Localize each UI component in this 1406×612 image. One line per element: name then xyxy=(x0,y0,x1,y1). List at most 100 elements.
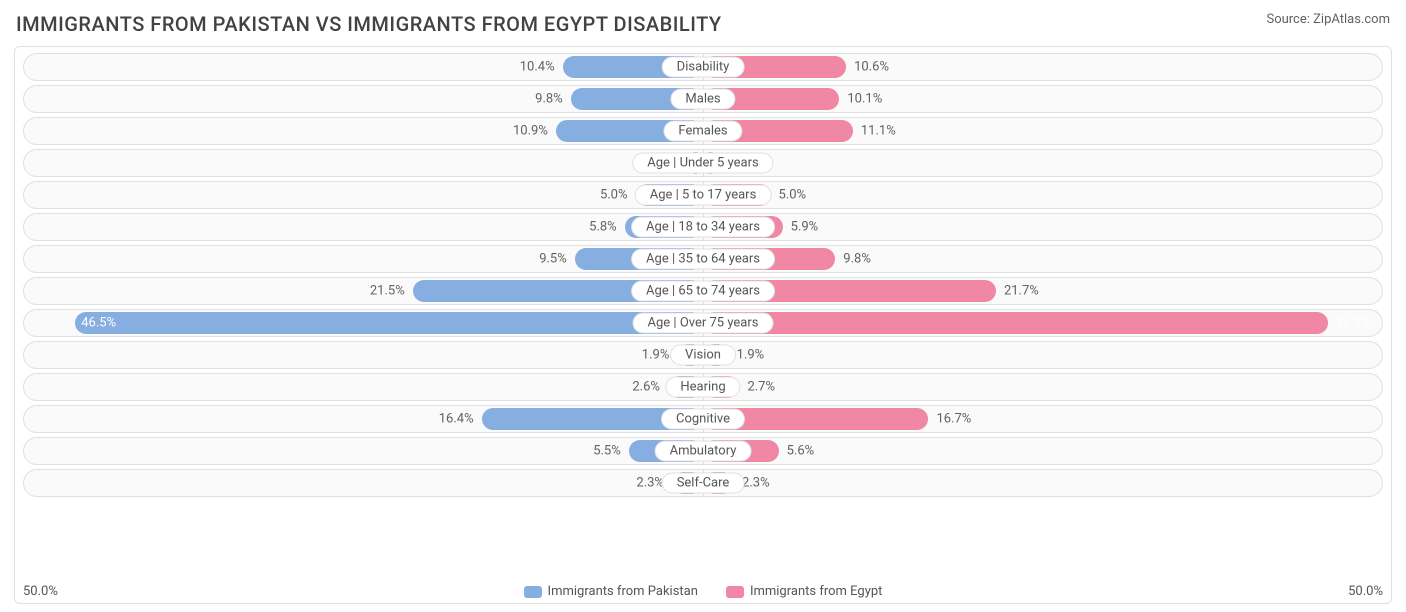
category-pill: Cognitive xyxy=(661,409,745,430)
bar-value-left: 10.9% xyxy=(513,124,548,139)
chart-rows: 10.4%10.6%Disability9.8%10.1%Males10.9%1… xyxy=(23,53,1383,578)
bar-half-right: 2.7% xyxy=(703,376,1378,398)
bar-value-right: 2.7% xyxy=(747,380,775,395)
bar-half-left: 16.4% xyxy=(28,408,703,430)
bar-value-left: 5.0% xyxy=(600,188,628,203)
bar-half-right: 1.9% xyxy=(703,344,1378,366)
legend-swatch-left xyxy=(524,586,542,598)
bar-half-left: 46.5% xyxy=(28,312,703,334)
bar-left: 46.5% xyxy=(75,312,703,334)
category-pill: Females xyxy=(663,121,742,142)
chart-row: 1.1%1.1%Age | Under 5 years xyxy=(23,149,1383,177)
chart-row: 9.8% 10.1% Males xyxy=(23,85,1383,113)
chart-row: 2.6% 2.7% Hearing xyxy=(23,373,1383,401)
legend-swatch-right xyxy=(726,586,744,598)
axis-max-left: 50.0% xyxy=(23,584,58,599)
source-name: ZipAtlas.com xyxy=(1313,12,1390,27)
bar-half-right: 9.8% xyxy=(703,248,1378,270)
chart-row: 5.5% 5.6% Ambulatory xyxy=(23,437,1383,465)
category-pill: Ambulatory xyxy=(655,441,752,462)
bar-value-left: 2.6% xyxy=(632,380,660,395)
category-pill: Age | 65 to 74 years xyxy=(631,281,775,302)
bar-half-right: 11.1% xyxy=(703,120,1378,142)
header: IMMIGRANTS FROM PAKISTAN VS IMMIGRANTS F… xyxy=(14,12,1392,36)
bar-half-left: 1.9% xyxy=(28,344,703,366)
bar-half-left: 5.0% xyxy=(28,184,703,206)
bar-value-right: 16.7% xyxy=(936,412,971,427)
source-prefix: Source: xyxy=(1266,12,1313,27)
bar-value-right: 2.3% xyxy=(742,476,770,491)
bar-half-left: 2.3% xyxy=(28,472,703,494)
chart-row: 46.5%46.3%Age | Over 75 years xyxy=(23,309,1383,337)
bar-value-right: 10.6% xyxy=(854,60,889,75)
bar-half-right: 5.9% xyxy=(703,216,1378,238)
bar-half-left: 5.8% xyxy=(28,216,703,238)
bar-half-right: 21.7% xyxy=(703,280,1378,302)
bar-half-right: 5.6% xyxy=(703,440,1378,462)
bar-half-right: 2.3% xyxy=(703,472,1378,494)
category-pill: Age | 18 to 34 years xyxy=(631,217,775,238)
legend: Immigrants from Pakistan Immigrants from… xyxy=(58,584,1348,599)
bar-value-left: 9.8% xyxy=(535,92,563,107)
axis-max-right: 50.0% xyxy=(1348,584,1383,599)
chart-container: IMMIGRANTS FROM PAKISTAN VS IMMIGRANTS F… xyxy=(0,0,1406,612)
bar-half-left: 10.4% xyxy=(28,56,703,78)
chart-row: 10.4% 10.6% Disability xyxy=(23,53,1383,81)
category-pill: Self-Care xyxy=(662,473,745,494)
category-pill: Hearing xyxy=(665,377,740,398)
bar-half-left: 9.5% xyxy=(28,248,703,270)
bar-half-right: 10.1% xyxy=(703,88,1378,110)
bar-half-left: 10.9% xyxy=(28,120,703,142)
bar-half-right: 5.0% xyxy=(703,184,1378,206)
bar-half-right: 10.6% xyxy=(703,56,1378,78)
category-pill: Males xyxy=(670,89,735,110)
bar-value-right: 9.8% xyxy=(843,252,871,267)
bar-half-right: 16.7% xyxy=(703,408,1378,430)
chart-row: 9.5% 9.8% Age | 35 to 64 years xyxy=(23,245,1383,273)
chart-row: 1.9% 1.9%Vision xyxy=(23,341,1383,369)
bar-value-right: 5.0% xyxy=(779,188,807,203)
bar-value-left: 5.8% xyxy=(589,220,617,235)
bar-value-left: 2.3% xyxy=(636,476,664,491)
bar-value-right: 5.9% xyxy=(791,220,819,235)
bar-right: 46.3% xyxy=(703,312,1328,334)
bar-half-left: 5.5% xyxy=(28,440,703,462)
chart-row: 16.4% 16.7% Cognitive xyxy=(23,405,1383,433)
bar-half-left: 21.5% xyxy=(28,280,703,302)
bar-value-left: 1.9% xyxy=(642,348,670,363)
legend-item-left: Immigrants from Pakistan xyxy=(524,584,698,599)
chart-row: 5.0% 5.0% Age | 5 to 17 years xyxy=(23,181,1383,209)
legend-label-right: Immigrants from Egypt xyxy=(750,584,883,599)
category-pill: Age | Under 5 years xyxy=(632,153,773,174)
bar-value-left: 21.5% xyxy=(370,284,405,299)
bar-value-right: 1.9% xyxy=(737,348,765,363)
chart-row: 2.3% 2.3%Self-Care xyxy=(23,469,1383,497)
category-pill: Age | 5 to 17 years xyxy=(635,185,772,206)
category-pill: Disability xyxy=(662,57,745,78)
legend-item-right: Immigrants from Egypt xyxy=(726,584,883,599)
bar-half-right: 1.1% xyxy=(703,152,1378,174)
bar-value-left: 5.5% xyxy=(593,444,621,459)
category-pill: Vision xyxy=(670,345,736,366)
chart-footer: 50.0% Immigrants from Pakistan Immigrant… xyxy=(23,584,1383,599)
chart-row: 21.5% 21.7% Age | 65 to 74 years xyxy=(23,277,1383,305)
chart-title: IMMIGRANTS FROM PAKISTAN VS IMMIGRANTS F… xyxy=(16,12,722,36)
bar-half-left: 1.1% xyxy=(28,152,703,174)
chart-row: 10.9% 11.1% Females xyxy=(23,117,1383,145)
bar-value-right: 21.7% xyxy=(1004,284,1039,299)
bar-value-left: 16.4% xyxy=(439,412,474,427)
bar-value-left: 9.5% xyxy=(539,252,567,267)
chart-row: 5.8% 5.9% Age | 18 to 34 years xyxy=(23,213,1383,241)
bar-value-right: 10.1% xyxy=(847,92,882,107)
source-attribution: Source: ZipAtlas.com xyxy=(1266,12,1390,27)
bar-half-right: 46.3% xyxy=(703,312,1378,334)
bar-half-left: 9.8% xyxy=(28,88,703,110)
category-pill: Age | Over 75 years xyxy=(633,313,774,334)
bar-value-left: 10.4% xyxy=(520,60,555,75)
legend-label-left: Immigrants from Pakistan xyxy=(548,584,698,599)
bar-value-right: 11.1% xyxy=(861,124,896,139)
bar-half-left: 2.6% xyxy=(28,376,703,398)
bar-value-right: 5.6% xyxy=(787,444,815,459)
chart-area: 10.4%10.6%Disability9.8%10.1%Males10.9%1… xyxy=(14,46,1392,604)
category-pill: Age | 35 to 64 years xyxy=(631,249,775,270)
